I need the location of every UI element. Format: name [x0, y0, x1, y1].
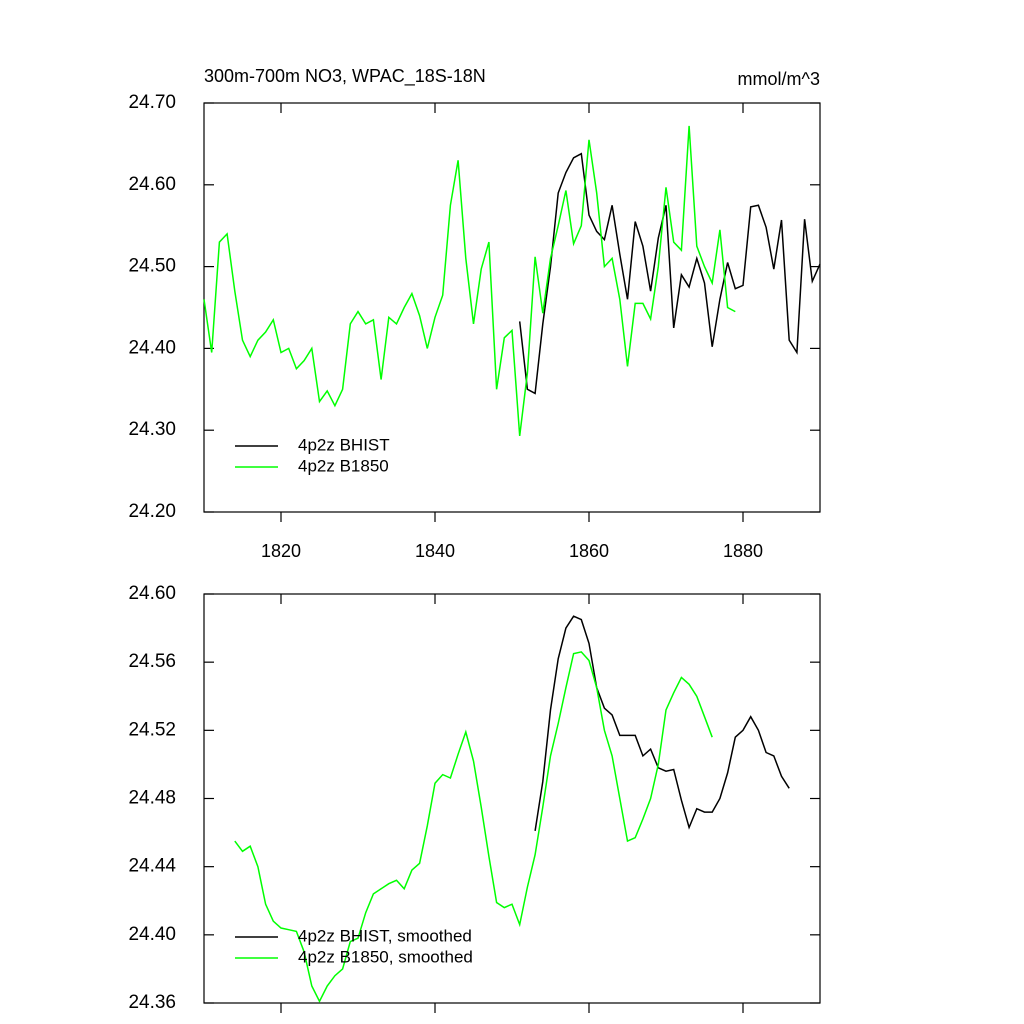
- x-tick-label: 1880: [723, 541, 763, 561]
- y-tick-label: 24.20: [128, 501, 176, 522]
- y-tick-label: 24.50: [128, 256, 176, 277]
- legend-label: 4p2z BHIST, smoothed: [298, 926, 472, 945]
- x-tick-label: 1860: [569, 541, 609, 561]
- series-line: [203, 125, 736, 436]
- y-tick-label: 24.40: [128, 337, 176, 358]
- y-tick-label: 24.36: [128, 992, 176, 1013]
- series-line: [518, 152, 821, 395]
- y-tick-label: 24.60: [128, 174, 176, 195]
- series-line: [234, 651, 713, 1003]
- legend-label: 4p2z BHIST: [298, 435, 390, 454]
- y-tick-label: 24.40: [128, 924, 176, 945]
- chart-title: 300m-700m NO3, WPAC_18S-18N: [204, 66, 486, 87]
- y-tick-label: 24.30: [128, 419, 176, 440]
- y-tick-label: 24.44: [128, 856, 176, 877]
- series-line: [534, 615, 790, 832]
- y-tick-label: 24.52: [128, 719, 176, 740]
- y-tick-label: 24.56: [128, 651, 176, 672]
- legend-label: 4p2z B1850, smoothed: [298, 947, 473, 966]
- y-tick-label: 24.48: [128, 788, 176, 809]
- y-tick-label: 24.60: [128, 583, 176, 604]
- plot-frame: [203, 102, 821, 513]
- x-tick-label: 1840: [415, 541, 455, 561]
- y-tick-label: 24.70: [128, 92, 176, 113]
- legend-label: 4p2z B1850: [298, 456, 389, 475]
- units-label: mmol/m^3: [738, 69, 820, 89]
- x-tick-label: 1820: [261, 541, 301, 561]
